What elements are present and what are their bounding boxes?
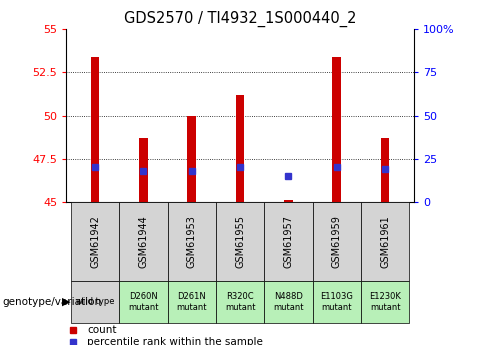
Bar [71,281,119,323]
Bar [139,138,148,202]
Text: percentile rank within the sample: percentile rank within the sample [87,337,263,345]
Bar [236,95,245,202]
Text: E1230K
mutant: E1230K mutant [369,292,401,312]
Text: genotype/variation: genotype/variation [2,297,101,307]
Text: GSM61959: GSM61959 [332,215,342,268]
Text: R320C
mutant: R320C mutant [225,292,255,312]
Text: N488D
mutant: N488D mutant [273,292,304,312]
Bar [361,202,409,281]
Text: GSM61953: GSM61953 [187,215,197,268]
Bar [71,202,119,281]
Bar [381,138,390,202]
Bar [361,281,409,323]
Text: GSM61942: GSM61942 [90,215,100,268]
Text: GSM61961: GSM61961 [380,215,390,268]
Text: wild type: wild type [76,297,114,306]
Text: GSM61955: GSM61955 [235,215,245,268]
Bar [216,202,264,281]
Text: D260N
mutant: D260N mutant [128,292,159,312]
Bar [188,116,196,202]
Text: ▶: ▶ [62,297,70,307]
Text: E1103G
mutant: E1103G mutant [320,292,353,312]
Bar [119,281,168,323]
Bar [313,281,361,323]
Bar [168,281,216,323]
Title: GDS2570 / TI4932_1S000440_2: GDS2570 / TI4932_1S000440_2 [124,10,356,27]
Bar [332,57,341,202]
Bar [264,202,313,281]
Bar [216,281,264,323]
Bar [91,57,99,202]
Text: GSM61957: GSM61957 [283,215,294,268]
Text: D261N
mutant: D261N mutant [176,292,207,312]
Text: count: count [87,325,117,335]
Bar [284,200,293,202]
Text: GSM61944: GSM61944 [139,215,148,268]
Bar [264,281,313,323]
Bar [168,202,216,281]
Bar [119,202,168,281]
Bar [313,202,361,281]
